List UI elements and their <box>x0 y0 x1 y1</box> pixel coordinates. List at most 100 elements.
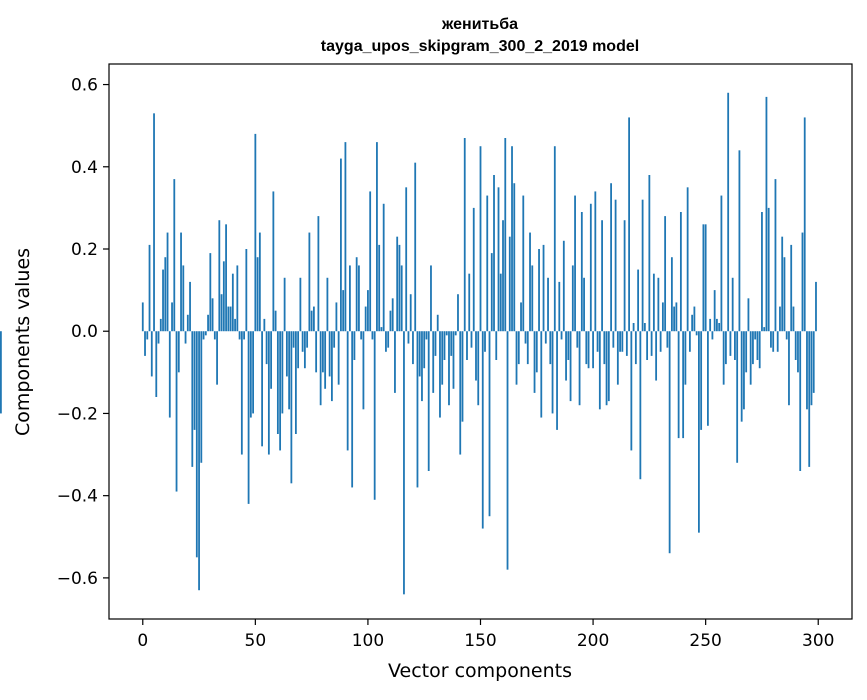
bar <box>240 331 243 455</box>
bar <box>772 331 775 352</box>
bar <box>162 269 164 332</box>
bar <box>236 265 239 332</box>
bar <box>247 331 250 504</box>
bar <box>452 331 455 389</box>
bar <box>695 331 698 336</box>
bar <box>351 331 354 488</box>
bar <box>560 331 563 340</box>
bar <box>713 290 716 332</box>
bar <box>774 179 777 332</box>
bar <box>0 331 2 414</box>
bar <box>616 331 619 385</box>
bar <box>450 331 453 356</box>
y-tick-label: 0.6 <box>71 76 98 96</box>
bar <box>470 331 473 348</box>
bar <box>466 331 468 360</box>
x-tick-label: 100 <box>352 631 384 651</box>
bar <box>783 257 786 332</box>
bar <box>815 281 817 332</box>
bar <box>315 331 318 373</box>
bar <box>808 331 811 467</box>
bar <box>677 331 680 439</box>
bar <box>385 331 387 352</box>
bar <box>412 331 414 365</box>
bar <box>601 220 603 332</box>
bar <box>423 331 426 369</box>
bar <box>542 244 545 332</box>
bar <box>520 302 522 332</box>
bar <box>403 331 405 595</box>
bar <box>522 195 525 332</box>
bar <box>216 331 218 385</box>
bar <box>254 133 257 332</box>
bar <box>177 331 180 373</box>
bar <box>436 314 439 332</box>
bar <box>749 331 752 385</box>
bar <box>331 331 333 402</box>
bar <box>763 327 766 332</box>
bar <box>612 331 615 348</box>
bar <box>675 302 678 332</box>
bar <box>317 216 320 332</box>
bar <box>725 331 727 365</box>
bar <box>488 331 491 517</box>
bar <box>693 306 696 332</box>
bar <box>716 318 718 332</box>
bar <box>387 331 390 348</box>
bar <box>328 331 331 377</box>
bar <box>533 331 536 393</box>
bar <box>213 331 216 340</box>
bar <box>664 216 667 332</box>
bar <box>502 220 504 332</box>
bar <box>515 331 518 385</box>
bar <box>389 310 392 332</box>
bar <box>141 302 144 332</box>
bar <box>193 331 196 430</box>
bar <box>475 331 477 381</box>
bar <box>362 331 365 410</box>
bar <box>799 331 802 471</box>
bar <box>182 265 185 332</box>
bars-group <box>0 92 817 595</box>
bar <box>400 265 403 332</box>
bar <box>342 290 345 332</box>
bar <box>454 331 457 336</box>
bar <box>551 331 554 414</box>
bar <box>558 281 561 332</box>
bar <box>526 331 529 365</box>
bar <box>736 331 739 463</box>
bar <box>544 331 547 344</box>
bar <box>605 331 608 406</box>
bar <box>425 331 428 340</box>
bar <box>794 331 797 360</box>
bar <box>391 298 394 332</box>
bar <box>806 331 808 410</box>
bar <box>173 179 176 332</box>
bar <box>484 331 486 352</box>
bar <box>270 331 273 389</box>
bar <box>702 224 705 332</box>
bar <box>709 318 712 332</box>
bar <box>396 236 399 332</box>
y-tick-label: 0.2 <box>71 240 98 260</box>
bar <box>369 191 372 332</box>
bar <box>326 277 329 332</box>
bar <box>754 331 757 340</box>
bar <box>340 158 342 332</box>
bar <box>164 257 167 332</box>
bar <box>785 331 788 340</box>
bar <box>222 261 225 332</box>
bar <box>553 146 556 332</box>
bar <box>801 232 804 332</box>
bar <box>319 331 322 406</box>
bar <box>511 146 513 332</box>
bar <box>234 318 236 332</box>
bar <box>776 331 779 352</box>
bar <box>538 249 540 332</box>
y-tick-label: −0.4 <box>57 487 98 507</box>
bar <box>168 331 171 418</box>
bar <box>661 302 664 332</box>
bar <box>427 331 430 471</box>
bar <box>175 331 178 492</box>
